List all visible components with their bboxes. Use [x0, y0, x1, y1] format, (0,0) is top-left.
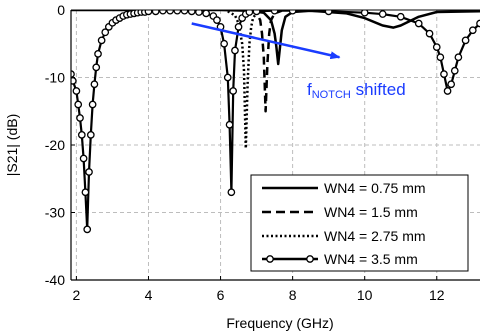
- series-4-marker-33: [180, 10, 189, 15]
- series-4-marker-45: [231, 46, 239, 55]
- series-4-marker-56: [396, 12, 405, 21]
- series-4-marker-3: [74, 100, 83, 109]
- series-4-marker-4: [76, 114, 84, 122]
- series-4-marker-9: [85, 168, 93, 176]
- x-tick-label-10: 10: [357, 287, 373, 303]
- series-4-marker-7: [81, 188, 90, 197]
- legend-label-4: WN4 = 3.5 mm: [324, 251, 418, 267]
- series-4-marker-41: [223, 73, 232, 82]
- legend-marker-4a: [266, 255, 274, 263]
- series-line-1: [71, 10, 480, 66]
- series-4-marker-14: [94, 50, 102, 58]
- series-4-marker-50: [252, 10, 261, 16]
- x-axis-title: Frequency (GHz): [226, 315, 333, 331]
- series-4-marker-43: [227, 188, 236, 197]
- series-4-marker-61: [440, 70, 448, 78]
- series-4-marker-8: [83, 225, 92, 234]
- series-4-marker-6: [79, 154, 88, 163]
- series-4-marker-63: [447, 80, 456, 89]
- series-4-marker-49: [245, 10, 254, 16]
- series-4-marker-35: [195, 10, 203, 16]
- series-4-marker-54: [360, 10, 369, 17]
- axes: [70, 9, 480, 281]
- notch-shift-text: shifted: [351, 80, 406, 99]
- series-4-marker-44: [229, 87, 238, 95]
- series-4-marker-5: [77, 131, 86, 139]
- y-tick-label-m30: -30: [45, 205, 65, 221]
- series-4-marker-60: [436, 53, 445, 62]
- series-4-marker-28: [144, 10, 153, 16]
- x-tick-label-2: 2: [73, 287, 81, 303]
- legend-box: [250, 174, 469, 272]
- x-tick-label-6: 6: [217, 287, 225, 303]
- notch-subscript: NOTCH: [312, 89, 351, 101]
- series-4-marker-67: [468, 26, 477, 35]
- y-tick-label-0: 0: [57, 2, 65, 18]
- series-4-marker-64: [450, 66, 459, 75]
- series-4-marker-29: [151, 10, 160, 16]
- x-tick-label-4: 4: [145, 287, 153, 303]
- series-4-marker-2: [72, 87, 81, 95]
- series-4-marker-57: [414, 19, 423, 28]
- series-4-marker-31: [166, 10, 174, 15]
- series-4-marker-65: [454, 53, 463, 62]
- series-4-marker-52: [288, 10, 297, 15]
- series-4-marker-55: [378, 10, 387, 18]
- notch-shift-label: fNOTCH shifted: [307, 80, 406, 101]
- tick-labels: 2 4 6 8 10 12 0 -10 -20 -30 -40: [45, 2, 445, 303]
- series-4-marker-46: [234, 23, 243, 31]
- series-4-marker-13: [92, 63, 101, 72]
- y-tick-label-m10: -10: [45, 70, 65, 86]
- series-4-marker-40: [220, 39, 228, 48]
- legend: WN4 = 0.75 mm WN4 = 1.5 mm WN4 = 2.75 mm…: [250, 174, 469, 272]
- series-4-marker-58: [425, 29, 434, 38]
- series-4-marker-59: [432, 43, 441, 51]
- series-4-marker-53: [324, 10, 333, 16]
- legend-label-3: WN4 = 2.75 mm: [324, 228, 426, 244]
- y-tick-label-m20: -20: [45, 137, 65, 153]
- series-4-marker-66: [461, 36, 470, 45]
- legend-label-2: WN4 = 1.5 mm: [324, 204, 418, 220]
- legend-label-1: WN4 = 0.75 mm: [324, 180, 426, 196]
- series-4-marker-10: [86, 131, 95, 139]
- series-4-marker-62: [443, 87, 452, 95]
- series-4-marker-51: [270, 10, 279, 15]
- series-4-marker-30: [159, 10, 167, 15]
- x-tick-label-12: 12: [429, 287, 445, 303]
- series-4-marker-16: [101, 28, 110, 37]
- notch-shift-annotation: fNOTCH shifted: [191, 22, 406, 101]
- series-4-marker-11: [88, 100, 97, 109]
- series-line-2: [248, 10, 283, 113]
- x-tick-label-8: 8: [289, 287, 297, 303]
- y-axis-title: |S21| (dB): [4, 114, 20, 177]
- series-4-marker-42: [225, 120, 234, 129]
- series-4-marker-36: [202, 10, 210, 18]
- series-4-marker-12: [90, 80, 99, 89]
- shift-arrow: [191, 22, 341, 60]
- series-4-marker-32: [173, 10, 182, 15]
- series-4-marker-38: [213, 16, 221, 24]
- legend-marker-4b: [306, 255, 314, 263]
- series-4-marker-34: [187, 10, 196, 16]
- notch-f-symbol: f: [307, 80, 312, 99]
- y-tick-label-m40: -40: [45, 272, 65, 288]
- series-4-marker-15: [97, 36, 106, 45]
